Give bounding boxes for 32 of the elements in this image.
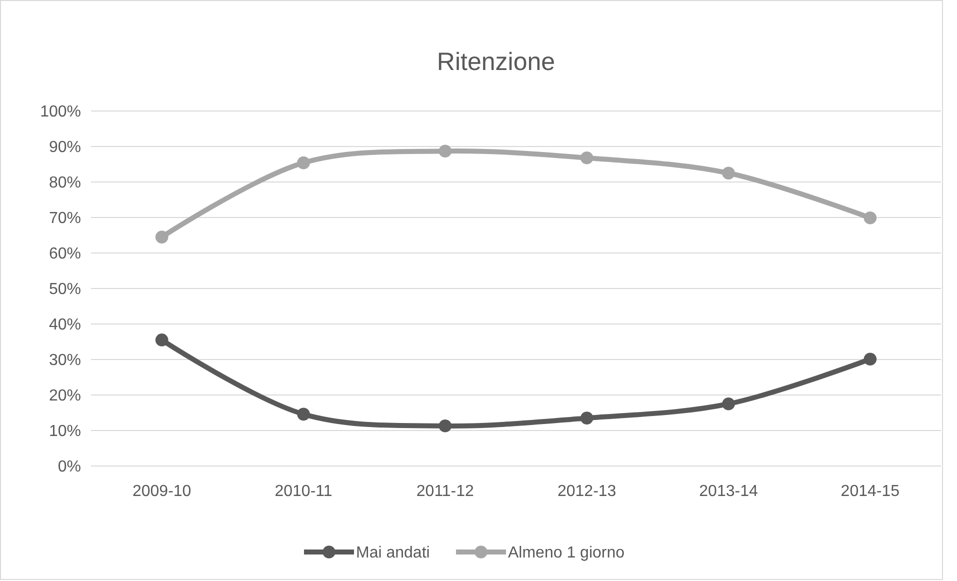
legend-label: Almeno 1 giorno	[508, 544, 625, 562]
point	[722, 166, 735, 180]
y-tick-label: 40%	[48, 316, 81, 334]
y-tick-label: 80%	[48, 174, 81, 192]
chart-title: Ritenzione	[436, 48, 556, 76]
point	[297, 408, 310, 421]
y-tick-label: 90%	[48, 139, 81, 156]
x-tick-label: 2013-14	[699, 483, 758, 500]
x-tick-label: 2012-13	[557, 483, 616, 500]
legend-label: Mai andati	[356, 544, 430, 562]
point	[864, 352, 877, 366]
x-tick-label: 2009-10	[132, 483, 192, 500]
y-tick-label: 20%	[48, 388, 81, 405]
point	[580, 412, 594, 424]
point	[438, 419, 452, 432]
x-tick-label: 2010-11	[274, 483, 332, 500]
point	[580, 151, 594, 164]
point	[297, 156, 310, 170]
point	[155, 334, 168, 346]
y-tick-label: 60%	[48, 246, 81, 263]
y-tick-label: 10%	[48, 423, 81, 440]
point	[864, 211, 877, 224]
y-tick-label: 100%	[40, 104, 81, 121]
x-tick-label: 2014-15	[840, 483, 900, 500]
point	[438, 144, 452, 158]
y-tick-label: 30%	[48, 352, 81, 370]
point	[155, 230, 168, 244]
point	[722, 397, 735, 410]
x-tick-label: 2011-12	[416, 483, 474, 500]
y-tick-label: 70%	[48, 210, 81, 228]
y-tick-label: 0%	[58, 458, 81, 476]
y-tick-label: 50%	[48, 281, 81, 298]
